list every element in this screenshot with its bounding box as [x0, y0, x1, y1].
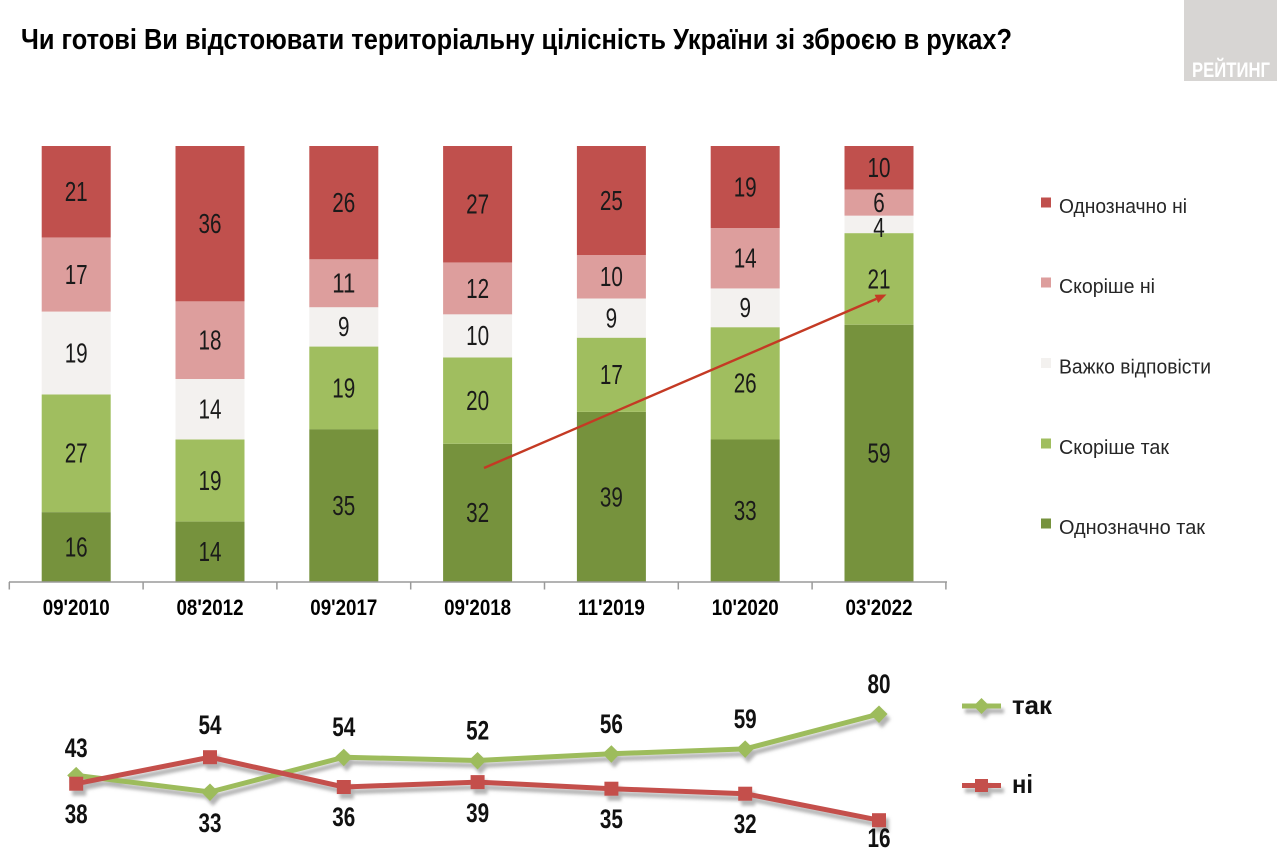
svg-text:26: 26 — [734, 368, 757, 399]
svg-text:Однозначно ні: Однозначно ні — [1059, 196, 1187, 218]
svg-text:39: 39 — [600, 481, 623, 512]
svg-text:35: 35 — [600, 804, 623, 834]
svg-text:03'2022: 03'2022 — [846, 595, 913, 620]
svg-text:08'2012: 08'2012 — [177, 595, 244, 620]
svg-text:59: 59 — [734, 704, 757, 734]
svg-text:25: 25 — [600, 185, 623, 216]
svg-text:38: 38 — [65, 799, 88, 829]
svg-text:18: 18 — [199, 325, 222, 356]
svg-text:10: 10 — [466, 320, 489, 351]
svg-text:ні: ні — [1012, 769, 1033, 799]
svg-text:Скоріше ні: Скоріше ні — [1059, 276, 1155, 298]
svg-text:17: 17 — [65, 259, 88, 290]
svg-text:21: 21 — [65, 176, 88, 207]
svg-text:36: 36 — [199, 208, 222, 239]
svg-text:16: 16 — [65, 531, 88, 562]
svg-text:80: 80 — [868, 669, 891, 699]
svg-text:33: 33 — [199, 808, 222, 838]
svg-text:36: 36 — [332, 802, 355, 832]
svg-text:14: 14 — [199, 536, 222, 567]
svg-text:так: так — [1012, 690, 1053, 720]
svg-text:52: 52 — [466, 716, 489, 746]
svg-text:32: 32 — [734, 809, 757, 839]
svg-text:19: 19 — [734, 171, 757, 202]
svg-text:4: 4 — [873, 212, 885, 243]
svg-text:54: 54 — [332, 712, 355, 742]
svg-text:14: 14 — [199, 394, 222, 425]
svg-text:20: 20 — [466, 385, 489, 416]
svg-text:59: 59 — [868, 438, 891, 469]
svg-text:26: 26 — [332, 187, 355, 218]
svg-text:19: 19 — [332, 372, 355, 403]
svg-text:35: 35 — [332, 490, 355, 521]
svg-text:9: 9 — [739, 292, 751, 323]
svg-text:11: 11 — [332, 268, 355, 299]
svg-text:Скоріше так: Скоріше так — [1059, 437, 1169, 459]
svg-text:10'2020: 10'2020 — [712, 595, 779, 620]
svg-text:11'2019: 11'2019 — [578, 595, 645, 620]
svg-text:27: 27 — [65, 438, 88, 469]
svg-text:09'2018: 09'2018 — [444, 595, 511, 620]
svg-text:21: 21 — [868, 263, 891, 294]
svg-text:33: 33 — [734, 495, 757, 526]
svg-text:19: 19 — [65, 337, 88, 368]
svg-text:16: 16 — [868, 823, 891, 853]
svg-text:09'2010: 09'2010 — [43, 595, 110, 620]
svg-text:9: 9 — [606, 303, 618, 334]
svg-text:Однозначно так: Однозначно так — [1059, 517, 1205, 539]
svg-text:54: 54 — [199, 710, 222, 740]
svg-text:9: 9 — [338, 311, 350, 342]
svg-text:Важко відповісти: Важко відповісти — [1059, 357, 1211, 379]
svg-text:РЕЙТИНГ: РЕЙТИНГ — [1192, 58, 1270, 82]
svg-text:6: 6 — [873, 187, 885, 218]
svg-text:27: 27 — [466, 189, 489, 220]
svg-text:Чи готові Ви відстоювати терит: Чи готові Ви відстоювати територіальну ц… — [21, 24, 1012, 56]
svg-text:10: 10 — [868, 152, 891, 183]
svg-text:17: 17 — [600, 359, 623, 390]
svg-text:32: 32 — [466, 497, 489, 528]
svg-text:09'2017: 09'2017 — [310, 595, 377, 620]
svg-text:19: 19 — [199, 465, 222, 496]
svg-text:14: 14 — [734, 243, 757, 274]
svg-text:56: 56 — [600, 709, 623, 739]
svg-text:12: 12 — [466, 273, 489, 304]
svg-text:43: 43 — [65, 733, 88, 763]
svg-text:10: 10 — [600, 261, 623, 292]
svg-text:39: 39 — [466, 798, 489, 828]
